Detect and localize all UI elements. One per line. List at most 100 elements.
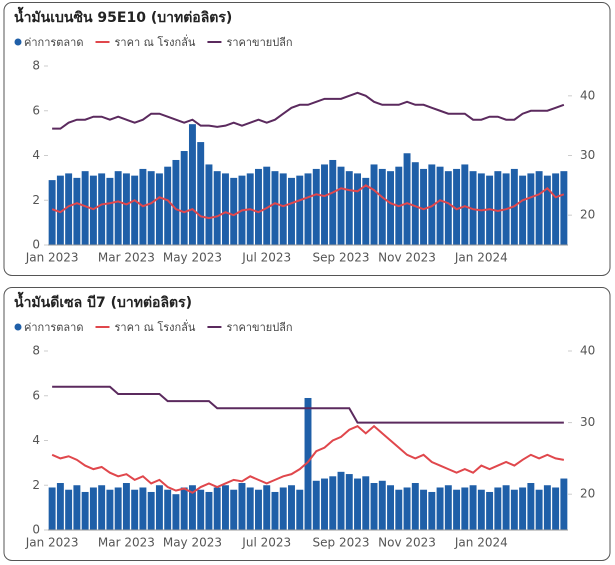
bar — [122, 173, 130, 245]
bar — [469, 485, 477, 530]
bar — [304, 173, 312, 245]
bar — [519, 487, 527, 530]
bar — [205, 491, 213, 530]
bar — [164, 489, 172, 530]
bar — [312, 168, 320, 245]
bar — [560, 478, 568, 530]
bar — [205, 164, 213, 245]
bar — [362, 476, 370, 530]
line — [52, 385, 564, 424]
bar — [420, 489, 428, 530]
y-tick-label: 2 — [32, 478, 40, 492]
y-tick-label: 4 — [32, 433, 40, 447]
bar — [296, 489, 304, 530]
bar — [428, 164, 436, 245]
x-tick-label: Jan 2024 — [454, 536, 508, 550]
legend-marker — [14, 323, 22, 331]
bar — [172, 159, 180, 245]
x-tick-label: Sep 2023 — [313, 536, 370, 550]
y-tick-label: 4 — [32, 148, 40, 162]
bar — [527, 483, 535, 530]
bar — [461, 164, 469, 245]
bar — [345, 171, 353, 245]
bar — [65, 173, 73, 245]
bar — [312, 480, 320, 530]
bar — [188, 485, 196, 530]
bar — [255, 168, 262, 245]
bar — [354, 173, 361, 245]
legend-label: ค่าการตลาด — [24, 36, 84, 49]
bar — [345, 474, 353, 530]
x-tick-label: May 2023 — [163, 536, 222, 550]
bar — [89, 487, 97, 530]
bar — [122, 483, 130, 530]
y-tick-label: 2 — [32, 193, 40, 207]
bar — [221, 485, 229, 530]
bar — [560, 171, 568, 245]
bar — [543, 485, 551, 530]
x-tick-label: Mar 2023 — [98, 251, 155, 265]
bar — [180, 487, 188, 530]
bar — [321, 478, 328, 530]
bar — [271, 171, 279, 245]
bar — [535, 489, 543, 530]
bar — [329, 159, 337, 245]
chart-panel: น้ำมันดีเซล บี7 (บาทต่อลิตร) ค่าการตลาด รา… — [3, 287, 611, 561]
bar — [213, 487, 221, 530]
bar — [486, 175, 494, 245]
y2-tick-label: 20 — [580, 487, 595, 501]
bar — [114, 487, 122, 530]
bar — [188, 124, 196, 245]
bar — [255, 489, 262, 530]
bar — [420, 168, 428, 245]
bar — [370, 483, 378, 530]
bar — [453, 489, 461, 530]
y2-tick-label: 40 — [580, 88, 595, 102]
y2-tick-label: 20 — [580, 208, 595, 222]
bar — [461, 487, 469, 530]
bar — [271, 491, 279, 530]
bar — [486, 491, 494, 530]
bar — [543, 175, 551, 245]
legend-label: ราคา ณ โรงกลั่น — [115, 319, 196, 334]
bar — [378, 480, 386, 530]
bar — [354, 478, 361, 530]
bar — [535, 171, 543, 245]
bar — [387, 485, 395, 530]
y-tick-label: 8 — [32, 344, 40, 358]
legend-marker — [14, 38, 22, 46]
bar — [164, 166, 172, 245]
bar — [81, 491, 89, 530]
x-tick-label: Jan 2024 — [454, 251, 508, 265]
line — [52, 91, 565, 130]
bar — [329, 476, 337, 530]
bar — [411, 162, 419, 245]
bar — [477, 489, 485, 530]
bar — [230, 489, 238, 530]
x-tick-label: Jul 2023 — [241, 536, 291, 550]
bar — [362, 177, 370, 245]
bar — [98, 173, 106, 245]
bar — [197, 489, 205, 530]
bar — [155, 173, 163, 245]
bar — [279, 173, 287, 245]
chart-title: น้ำมันดีเซล บี7 (บาทต่อลิตร) — [14, 291, 192, 311]
x-tick-label: Nov 2023 — [378, 251, 436, 265]
bar — [337, 471, 345, 530]
bar — [48, 487, 56, 530]
bar — [81, 171, 89, 245]
bar — [403, 153, 411, 245]
bar — [139, 487, 147, 530]
bar — [436, 166, 444, 245]
bar — [131, 489, 139, 530]
bar — [246, 487, 254, 530]
y-tick-label: 8 — [32, 59, 40, 73]
bar — [98, 485, 106, 530]
y2-tick-label: 30 — [580, 148, 595, 162]
x-tick-label: Jan 2023 — [25, 251, 79, 265]
x-tick-label: Jan 2023 — [25, 536, 79, 550]
bar — [238, 483, 246, 530]
bar — [106, 177, 114, 245]
legend-label: ราคาขายปลีก — [226, 321, 292, 334]
bar — [370, 164, 378, 245]
